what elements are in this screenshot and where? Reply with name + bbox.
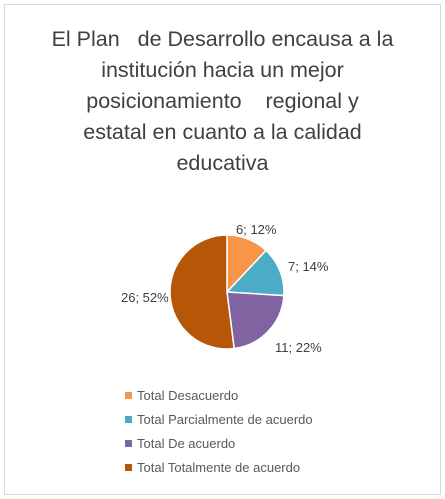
legend-label: Total Parcialmente de acuerdo [137, 411, 313, 427]
legend-swatch [125, 463, 132, 471]
legend-label: Total Totalmente de acuerdo [137, 459, 301, 475]
pie-slice-3 [226, 291, 285, 350]
chart-title: El Plan de Desarrollo encausa a la insti… [51, 27, 394, 175]
legend-label: Total De acuerdo [137, 435, 236, 451]
legend-swatch [125, 391, 132, 399]
legend-swatch [125, 439, 132, 447]
pie-data-labels: 6; 12% 7; 14% 11; 22% 26; 52% [121, 222, 329, 355]
data-label-2: 7; 14% [288, 259, 329, 274]
data-label-3: 11; 22% [275, 340, 322, 355]
legend-label: Total Desacuerdo [137, 387, 239, 403]
data-label-1: 6; 12% [236, 222, 277, 237]
legend-item-totalmente-de-acuerdo: Total Totalmente de acuerdo [125, 455, 313, 479]
legend-item-parcialmente-de-acuerdo: Total Parcialmente de acuerdo [125, 407, 313, 431]
legend-item-desacuerdo: Total Desacuerdo [125, 383, 313, 407]
pie-slices [169, 234, 285, 350]
legend-swatch [125, 415, 132, 423]
data-label-4: 26; 52% [121, 290, 169, 305]
pie-slice-4 [169, 234, 235, 350]
legend: Total Desacuerdo Total Parcialmente de a… [125, 383, 313, 479]
legend-item-de-acuerdo: Total De acuerdo [125, 431, 313, 455]
